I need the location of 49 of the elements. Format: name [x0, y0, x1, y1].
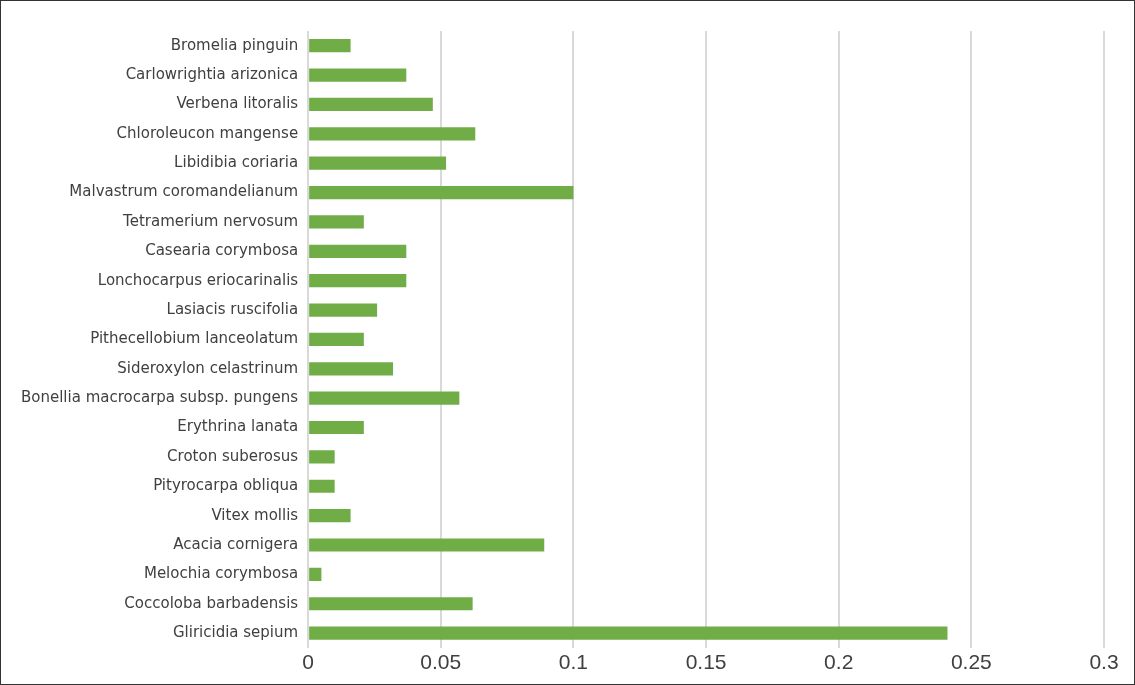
y-tick-label: Pityrocarpa obliqua: [153, 476, 299, 495]
y-tick-label: Casearia corymbosa: [145, 241, 299, 260]
bar: [309, 420, 364, 435]
bar: [309, 538, 545, 552]
bar: [309, 244, 407, 258]
bar: [309, 39, 351, 53]
y-tick-label: Chloroleucon mangense: [116, 123, 299, 142]
x-tick-label: 0.25: [950, 650, 992, 674]
y-tick-label: Bromelia pinguin: [170, 35, 299, 54]
bar: [309, 274, 407, 288]
y-tick-label: Croton suberosus: [167, 446, 299, 465]
y-tick-label: Sideroxylon celastrinum: [117, 358, 299, 377]
bar: [309, 391, 460, 405]
y-tick-label: Erythrina lanata: [177, 417, 299, 436]
y-tick-label: Malvastrum coromandelianum: [69, 182, 299, 201]
y-tick-label: Verbena litoralis: [176, 94, 299, 113]
bar: [309, 626, 948, 640]
y-tick-label: Vitex mollis: [211, 505, 299, 524]
bar: [309, 450, 335, 464]
y-tick-label: Melochia corymbosa: [143, 564, 299, 583]
y-tick-label: Gliricidia sepium: [172, 623, 299, 641]
bar: [309, 597, 473, 611]
bar: [309, 509, 351, 523]
x-tick-label: 0.2: [824, 650, 854, 674]
x-tick-label: 0.1: [558, 650, 589, 674]
bar: [309, 215, 364, 229]
bar: [309, 362, 394, 376]
bar: [309, 68, 407, 82]
bar: [309, 97, 433, 112]
bar: [309, 479, 335, 493]
x-tick-label: 0.3: [1089, 650, 1119, 674]
bar: [309, 567, 322, 581]
y-tick-label: Pithecellobium lanceolatum: [90, 329, 299, 348]
y-tick-label: Coccoloba barbadensis: [124, 593, 299, 612]
y-tick-label: Acacia cornigera: [173, 534, 299, 553]
y-tick-label: Libidibia coriaria: [174, 153, 299, 172]
x-tick-label: 0: [302, 650, 314, 674]
bar: [309, 156, 447, 170]
x-tick-label: 0.05: [420, 650, 462, 674]
x-tick-label: 0.15: [685, 650, 727, 674]
y-tick-label: Carlowrightia arizonica: [125, 64, 299, 83]
bar: [309, 303, 378, 317]
y-tick-label: Tetramerium nervosum: [122, 211, 299, 230]
bar: [309, 127, 476, 141]
y-tick-label: Lasiacis ruscifolia: [166, 299, 299, 318]
bar: [309, 185, 574, 200]
y-tick-label: Lonchocarpus eriocarinalis: [97, 270, 299, 289]
bar: [309, 332, 364, 347]
y-tick-label: Bonellia macrocarpa subsp. pungens: [20, 388, 299, 407]
